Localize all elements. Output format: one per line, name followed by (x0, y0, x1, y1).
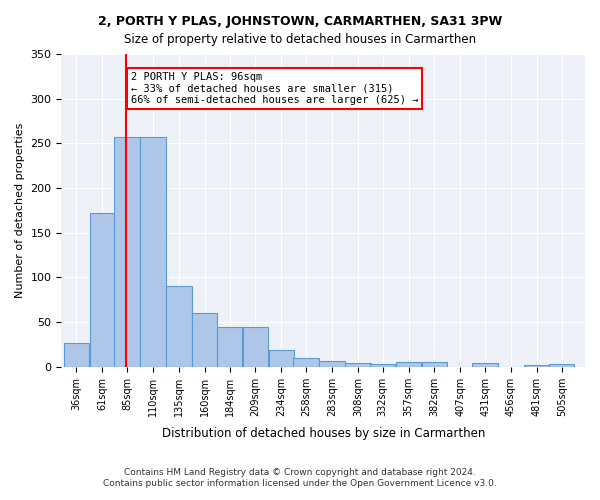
Bar (243, 326, 268, 367)
Bar (192, 313, 217, 367)
Bar (396, 362, 421, 367)
Bar (140, 137, 166, 367)
Text: Size of property relative to detached houses in Carmarthen: Size of property relative to detached ho… (124, 32, 476, 46)
Bar (64, 342, 89, 367)
Bar (345, 363, 371, 367)
Bar (472, 363, 498, 367)
Bar (269, 350, 294, 367)
X-axis label: Distribution of detached houses by size in Carmarthen: Distribution of detached houses by size … (161, 427, 485, 440)
Bar (422, 362, 447, 367)
Bar (293, 358, 319, 367)
Text: Contains HM Land Registry data © Crown copyright and database right 2024.
Contai: Contains HM Land Registry data © Crown c… (103, 468, 497, 487)
Y-axis label: Number of detached properties: Number of detached properties (15, 122, 25, 298)
Bar (524, 365, 550, 367)
Text: 2, PORTH Y PLAS, JOHNSTOWN, CARMARTHEN, SA31 3PW: 2, PORTH Y PLAS, JOHNSTOWN, CARMARTHEN, … (98, 15, 502, 28)
Bar (166, 286, 191, 367)
Bar (370, 364, 395, 367)
Bar (89, 213, 115, 367)
Text: 2 PORTH Y PLAS: 96sqm
← 33% of detached houses are smaller (315)
66% of semi-det: 2 PORTH Y PLAS: 96sqm ← 33% of detached … (131, 72, 418, 105)
Bar (319, 360, 344, 367)
Bar (549, 364, 574, 367)
Bar (217, 326, 242, 367)
Bar (115, 137, 140, 367)
